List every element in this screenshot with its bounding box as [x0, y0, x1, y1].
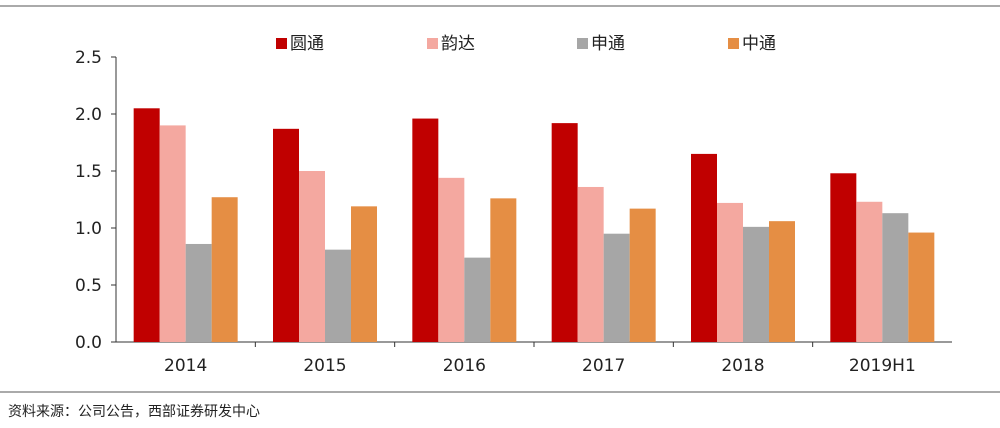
bar-中通-2016: [490, 198, 517, 342]
bar-韵达-2017: [577, 186, 604, 342]
bar-中通-2015: [351, 206, 377, 342]
y-tick-label: 2.0: [75, 105, 102, 125]
bar-韵达-2015: [299, 171, 325, 342]
bar-中通-2014: [211, 197, 238, 342]
bar-申通-2019H1: [882, 213, 909, 342]
bar-申通-2017: [603, 233, 630, 342]
bar-圆通-2014: [133, 108, 160, 342]
legend-label: 中通: [742, 34, 776, 54]
bar-中通-2019H1: [908, 232, 935, 342]
x-tick-label: 2019H1: [849, 356, 916, 376]
bar-申通-2016: [464, 257, 491, 342]
legend-swatch-中通: [728, 38, 739, 49]
x-tick-label: 2015: [303, 356, 346, 376]
bar-圆通-2016: [412, 118, 439, 342]
bar-韵达-2014: [159, 125, 186, 343]
bar-中通-2017: [629, 208, 656, 342]
legend-swatch-圆通: [276, 38, 287, 49]
bar-韵达-2019H1: [856, 201, 883, 342]
bar-中通-2018: [769, 221, 795, 342]
x-tick-label: 2016: [443, 356, 486, 376]
x-tick-label: 2017: [582, 356, 625, 376]
bar-圆通-2017: [551, 123, 578, 343]
bar-圆通-2019H1: [830, 173, 857, 342]
bar-申通-2015: [325, 249, 351, 342]
bar-申通-2018: [743, 226, 769, 342]
y-tick-label: 2.5: [75, 48, 102, 68]
x-tick-label: 2018: [721, 356, 764, 376]
legend-swatch-申通: [577, 38, 588, 49]
bar-申通-2014: [185, 243, 212, 342]
bar-韵达-2016: [438, 177, 465, 342]
legend-label: 圆通: [290, 34, 324, 54]
legend-label: 申通: [591, 34, 625, 54]
legend-label: 韵达: [441, 34, 475, 54]
y-tick-label: 0.0: [75, 333, 102, 353]
source-note: 资料来源：公司公告，西部证券研发中心: [8, 404, 260, 420]
y-tick-label: 0.5: [75, 276, 102, 296]
y-tick-label: 1.0: [75, 219, 102, 239]
bar-圆通-2015: [273, 128, 299, 342]
legend-swatch-韵达: [427, 38, 438, 49]
bar-圆通-2018: [691, 153, 717, 342]
bar-韵达-2018: [717, 202, 743, 342]
x-tick-label: 2014: [164, 356, 207, 376]
y-tick-label: 1.5: [75, 162, 102, 182]
